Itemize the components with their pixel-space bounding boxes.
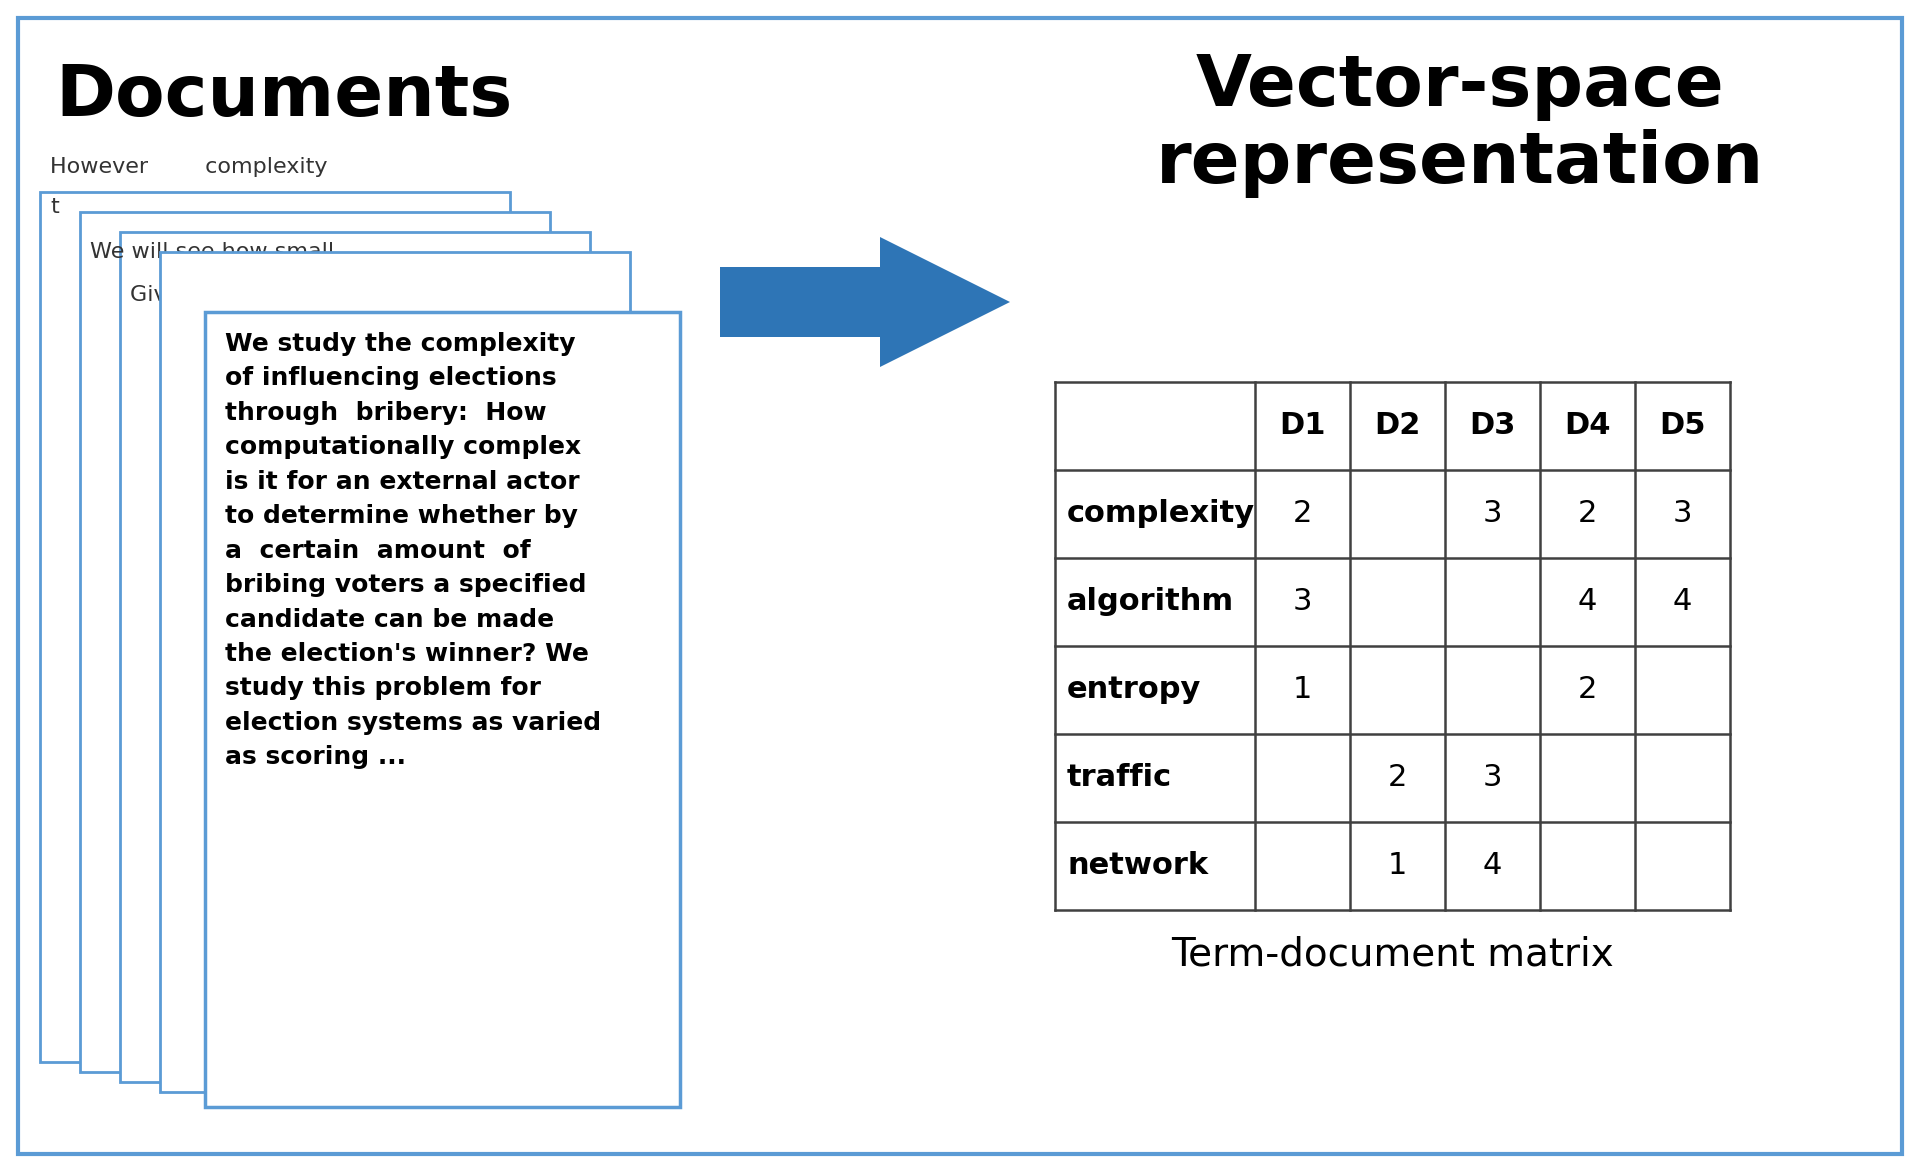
- Text: However        complexity: However complexity: [50, 157, 328, 177]
- Text: D5: D5: [1659, 411, 1705, 441]
- Text: 4: 4: [1578, 587, 1597, 616]
- Text: D2: D2: [1375, 411, 1421, 441]
- Text: 4: 4: [1482, 852, 1501, 880]
- Text: 2: 2: [1388, 763, 1407, 792]
- Text: Documents: Documents: [56, 62, 513, 131]
- Text: D3: D3: [1469, 411, 1515, 441]
- FancyBboxPatch shape: [205, 312, 680, 1108]
- Text: traffic: traffic: [1068, 763, 1171, 792]
- Text: Term-document matrix: Term-document matrix: [1171, 935, 1615, 973]
- Text: 2: 2: [1292, 499, 1311, 529]
- Text: 2: 2: [1578, 675, 1597, 704]
- FancyBboxPatch shape: [81, 212, 549, 1072]
- Polygon shape: [879, 237, 1010, 367]
- FancyBboxPatch shape: [17, 18, 1903, 1154]
- Text: We study the complexity
of influencing elections
through  bribery:  How
computat: We study the complexity of influencing e…: [225, 332, 601, 769]
- Text: complexity: complexity: [1068, 499, 1256, 529]
- Text: network: network: [1068, 852, 1208, 880]
- Text: 2: 2: [1578, 499, 1597, 529]
- Polygon shape: [720, 267, 879, 338]
- Text: 1: 1: [1292, 675, 1311, 704]
- Text: 1: 1: [1388, 852, 1407, 880]
- FancyBboxPatch shape: [40, 192, 511, 1062]
- Text: t: t: [50, 197, 60, 217]
- Text: 4: 4: [1672, 587, 1692, 616]
- Text: algorithm: algorithm: [1068, 587, 1235, 616]
- Text: Given  a  function  based: Given a function based: [131, 285, 409, 305]
- Text: 3: 3: [1482, 763, 1501, 792]
- Text: Vector-space
representation: Vector-space representation: [1156, 52, 1764, 198]
- Text: 3: 3: [1482, 499, 1501, 529]
- Text: We will see how small: We will see how small: [90, 241, 334, 263]
- Text: entropy: entropy: [1068, 675, 1202, 704]
- Text: Using  entropy  of  traffic: Using entropy of traffic: [175, 327, 453, 347]
- Text: 3: 3: [1672, 499, 1692, 529]
- Text: D4: D4: [1565, 411, 1611, 441]
- FancyBboxPatch shape: [159, 252, 630, 1092]
- Text: D1: D1: [1279, 411, 1325, 441]
- Text: 3: 3: [1292, 587, 1311, 616]
- FancyBboxPatch shape: [119, 232, 589, 1082]
